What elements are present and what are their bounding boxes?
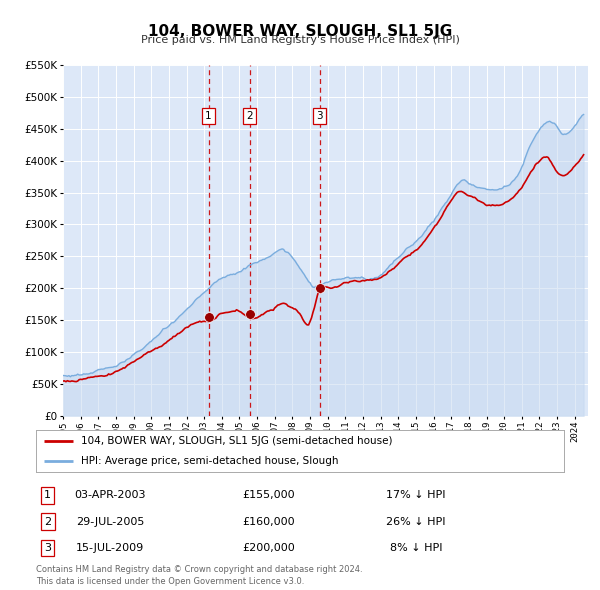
Text: HPI: Average price, semi-detached house, Slough: HPI: Average price, semi-detached house,… — [81, 455, 338, 466]
Text: 3: 3 — [316, 111, 323, 121]
Text: 1: 1 — [205, 111, 212, 121]
Text: 26% ↓ HPI: 26% ↓ HPI — [386, 517, 446, 527]
Text: 03-APR-2003: 03-APR-2003 — [74, 490, 146, 500]
Text: 17% ↓ HPI: 17% ↓ HPI — [386, 490, 446, 500]
Text: 15-JUL-2009: 15-JUL-2009 — [76, 543, 144, 553]
Text: 104, BOWER WAY, SLOUGH, SL1 5JG: 104, BOWER WAY, SLOUGH, SL1 5JG — [148, 24, 452, 38]
Text: 104, BOWER WAY, SLOUGH, SL1 5JG (semi-detached house): 104, BOWER WAY, SLOUGH, SL1 5JG (semi-de… — [81, 436, 392, 446]
Text: £200,000: £200,000 — [242, 543, 295, 553]
Text: 1: 1 — [44, 490, 51, 500]
Text: £155,000: £155,000 — [242, 490, 295, 500]
Text: Price paid vs. HM Land Registry's House Price Index (HPI): Price paid vs. HM Land Registry's House … — [140, 35, 460, 45]
Text: Contains HM Land Registry data © Crown copyright and database right 2024.
This d: Contains HM Land Registry data © Crown c… — [36, 565, 362, 586]
Text: 8% ↓ HPI: 8% ↓ HPI — [390, 543, 442, 553]
Text: 29-JUL-2005: 29-JUL-2005 — [76, 517, 144, 527]
Text: 3: 3 — [44, 543, 51, 553]
Text: £160,000: £160,000 — [242, 517, 295, 527]
Text: 2: 2 — [44, 517, 51, 527]
Text: 2: 2 — [247, 111, 253, 121]
